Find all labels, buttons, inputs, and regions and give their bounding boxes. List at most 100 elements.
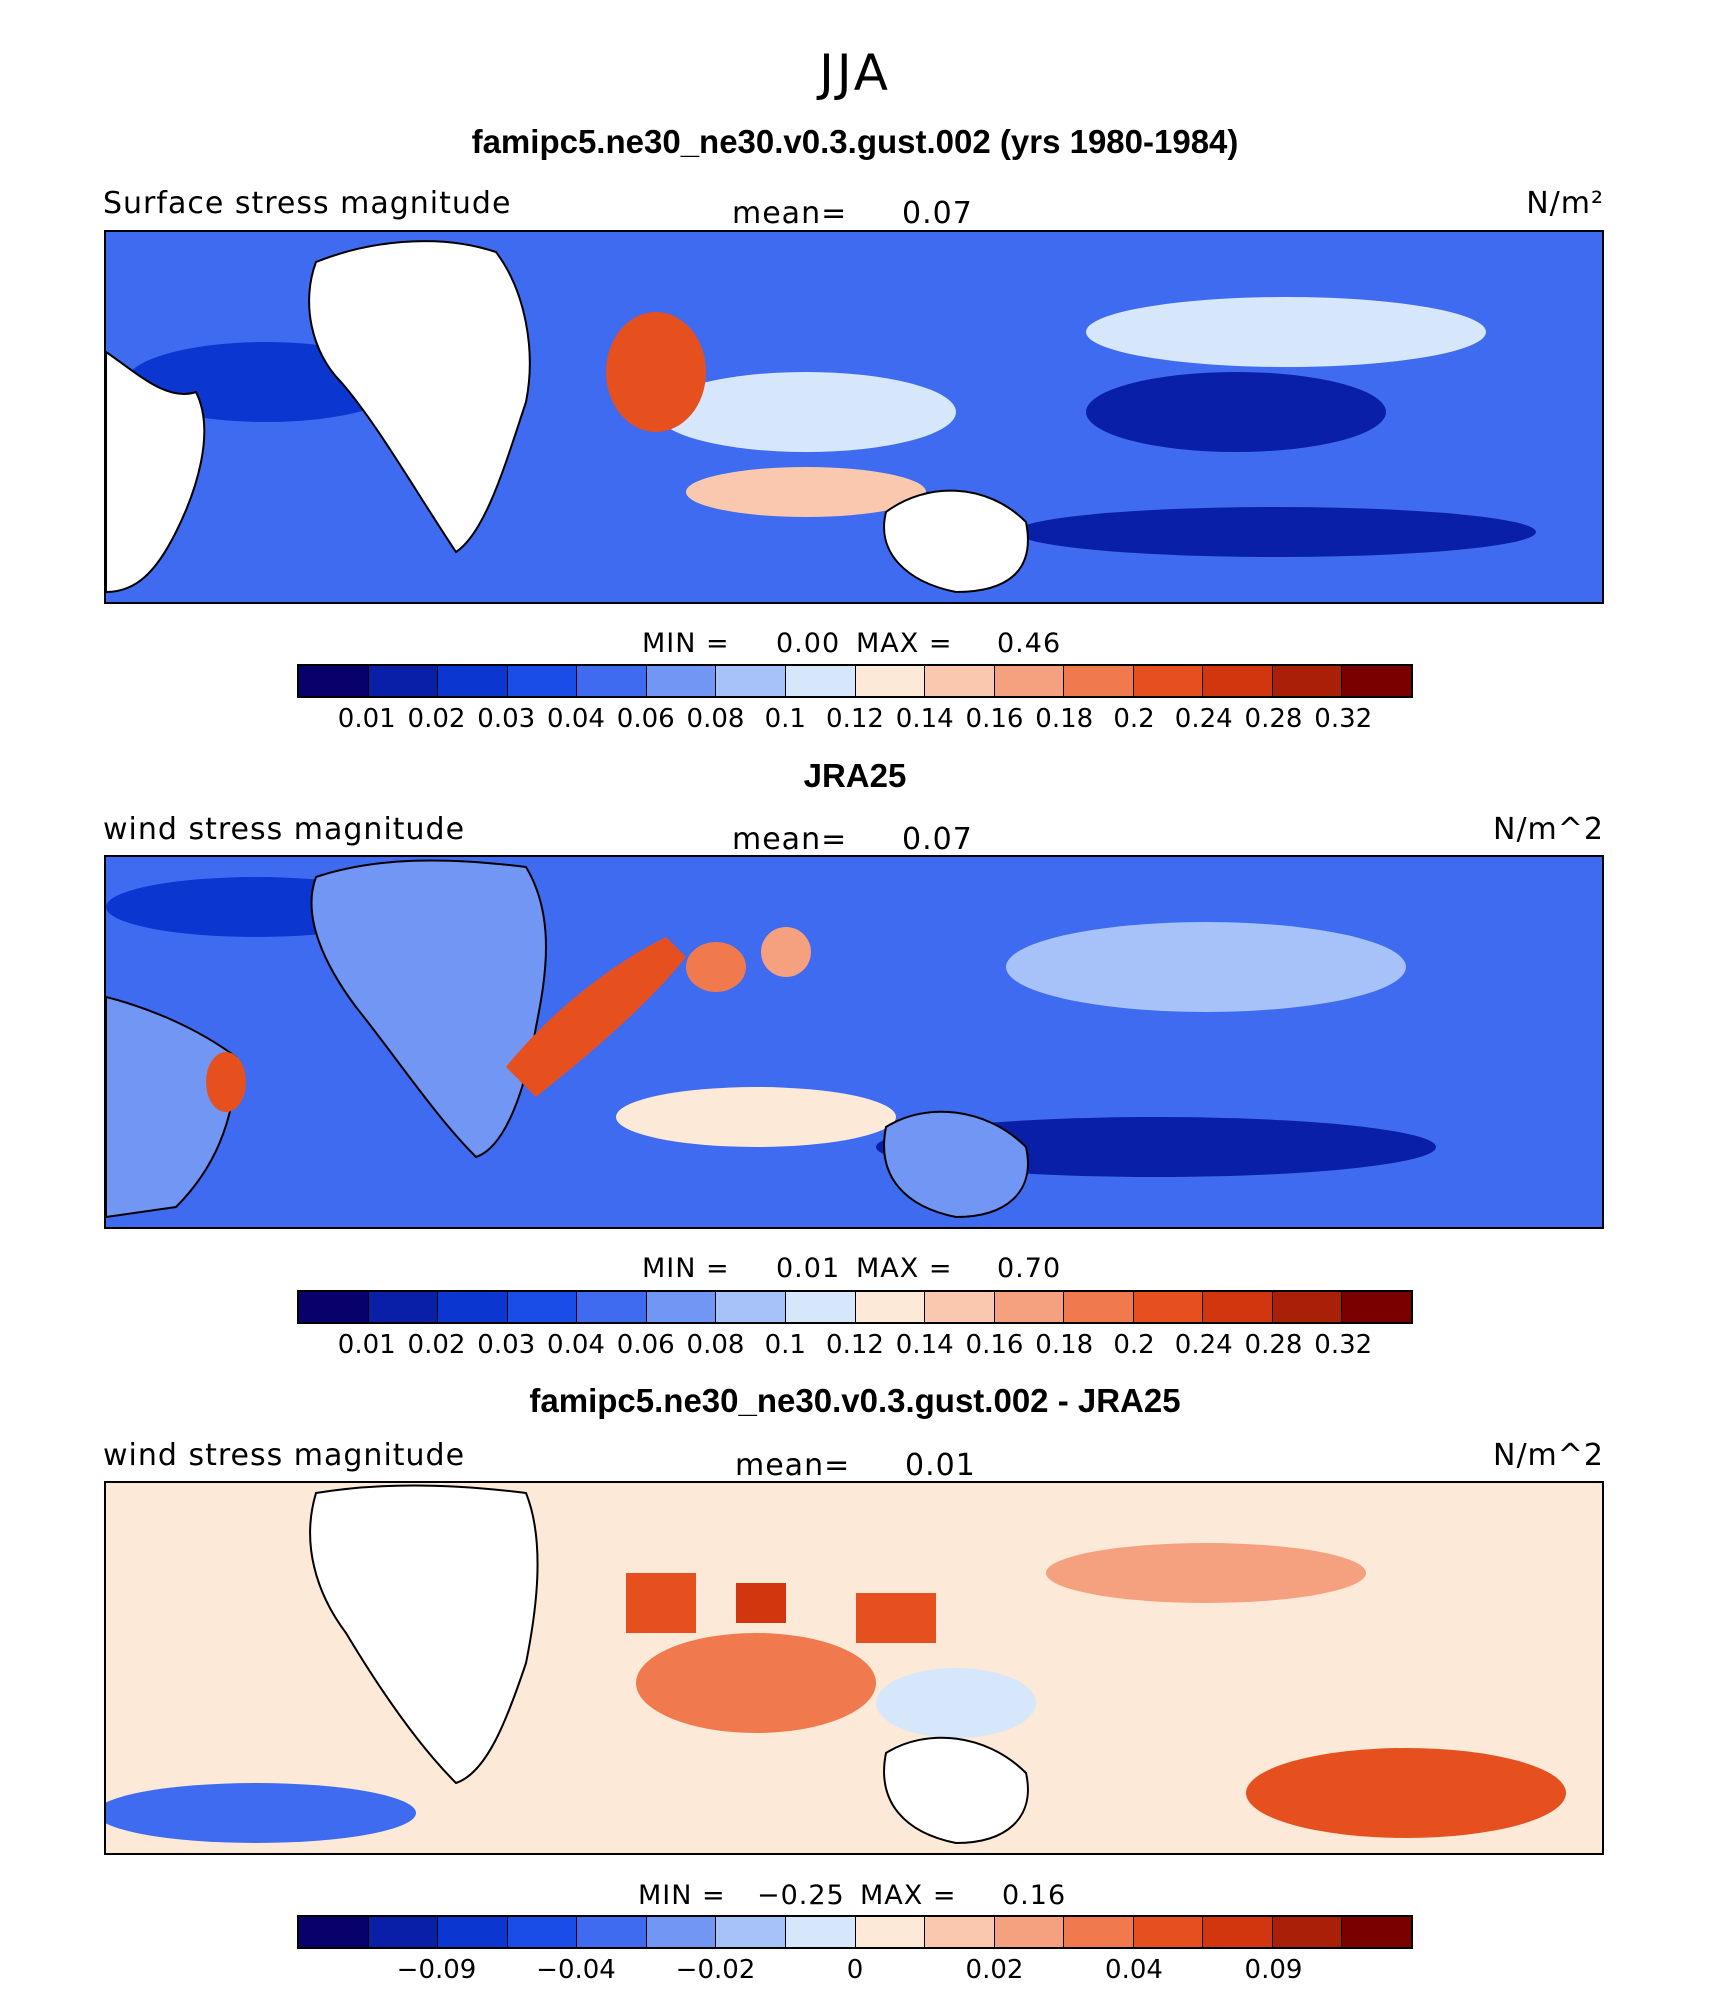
colorbar-tick-label: 0.32 [1314,1330,1373,1360]
colorbar-swatch [507,666,578,696]
panel-1-colorbar-ticks: 0.01 0.02 0.03 0.04 0.06 0.08 0.1 0.12 0.14 0.16 0… [297,704,1413,736]
colorbar-tick-label: 0.1 [764,704,806,734]
australia-land [883,489,1029,594]
colorbar-tick-label: 0 [846,1955,864,1985]
colorbar-swatch [1342,1917,1411,1947]
positive-anomaly [626,1573,696,1633]
stress-maximum [206,1052,246,1112]
colorbar-swatch [368,1292,439,1322]
colorbar-tick-label: 0.01 [337,704,396,734]
colorbar-swatch [1203,1292,1273,1322]
colorbar-swatch [855,1292,926,1322]
colorbar-swatch [1272,1917,1343,1947]
colorbar-tick-label: 0.2 [1113,1330,1155,1360]
australia-land [883,1736,1029,1845]
stress-band [686,467,926,517]
panel-1-map [104,230,1604,604]
colorbar-tick-label: 0.14 [895,704,954,734]
season-title: JJA [819,44,891,102]
panel-2-units: N/m^2 [1493,812,1604,847]
colorbar-swatch [994,1917,1065,1947]
colorbar-tick-label: 0.12 [826,1330,884,1360]
positive-anomaly [1246,1748,1566,1838]
positive-anomaly [1046,1543,1366,1603]
panel-3-mean-value: 0.01 [905,1448,976,1483]
colorbar-tick-label: 0.08 [686,1330,745,1360]
colorbar-tick-label: 0.28 [1244,1330,1303,1360]
colorbar-tick-label: 0.24 [1174,1330,1233,1360]
colorbar-tick-label: 0.14 [895,1330,954,1360]
colorbar-swatch [299,1917,369,1947]
colorbar-swatch [577,1917,647,1947]
colorbar-swatch [438,1917,508,1947]
panel-1-min-value: 0.00 [776,628,841,659]
colorbar-swatch [1064,666,1134,696]
colorbar-tick-label: 0.24 [1174,704,1233,734]
panel-1-title: famipc5.ne30_ne30.v0.3.gust.002 (yrs 198… [471,123,1239,160]
colorbar-swatch [716,1292,786,1322]
colorbar-swatch [577,1292,647,1322]
colorbar-swatch [1064,1292,1134,1322]
colorbar-swatch [1203,1917,1273,1947]
panel-3-title: famipc5.ne30_ne30.v0.3.gust.002 - JRA25 [529,1382,1181,1419]
colorbar-swatch [1133,666,1204,696]
colorbar-swatch [925,1917,995,1947]
panel-1-colorbar [297,664,1413,698]
colorbar-tick-label: 0.02 [407,1330,466,1360]
monsoon-jet [761,927,811,977]
monsoon-jet [606,312,706,432]
colorbar-swatch [1272,1292,1343,1322]
colorbar-tick-label: 0.16 [965,1330,1024,1360]
colorbar-swatch [646,666,717,696]
colorbar-tick-label: 0.1 [764,1330,806,1360]
panel-3-max-value: 0.16 [1002,1880,1067,1911]
panel-1-variable: Surface stress magnitude [103,186,512,221]
panel-2-map [104,855,1604,1229]
panel-2-min-label: MIN = [642,1253,730,1284]
positive-anomaly [636,1633,876,1733]
colorbar-swatch [925,1292,995,1322]
colorbar-swatch [1133,1292,1204,1322]
colorbar-swatch [716,666,786,696]
colorbar-tick-label: −0.04 [536,1955,616,1985]
panel-2-colorbar-ticks: 0.01 0.02 0.03 0.04 0.06 0.08 0.1 0.12 0.14 0.16 0… [297,1330,1413,1362]
colorbar-tick-label: 0.04 [1105,1955,1163,1985]
panel-2-mean-label: mean= [732,822,848,857]
positive-anomaly [856,1593,936,1643]
colorbar-tick-label: 0.02 [965,1955,1024,1985]
colorbar-tick-label: 0.03 [477,704,536,734]
colorbar-swatch [785,1917,856,1947]
panel-3-units: N/m^2 [1493,1438,1604,1473]
panel-3-variable: wind stress magnitude [103,1438,466,1473]
africa-land [310,859,547,1159]
panel-3-max-label: MAX = [860,1880,957,1911]
colorbar-swatch [1203,666,1273,696]
panel-2-colorbar [297,1290,1413,1324]
colorbar-swatch [716,1917,786,1947]
panel-2-max-label: MAX = [856,1253,953,1284]
panel-1-max-value: 0.46 [997,628,1062,659]
panel-3-colorbar-ticks: −0.09 −0.04 −0.02 0 0.02 0.04 0.09 [297,1955,1413,1987]
colorbar-swatch [1133,1917,1204,1947]
panel-3-mean-label: mean= [735,1448,851,1483]
colorbar-swatch [1342,666,1411,696]
colorbar-swatch [994,666,1065,696]
colorbar-swatch [507,1917,578,1947]
colorbar-swatch [438,666,508,696]
panel-1-mean-value: 0.07 [902,196,973,231]
colorbar-swatch [507,1292,578,1322]
colorbar-tick-label: 0.32 [1314,704,1373,734]
colorbar-tick-label: 0.18 [1035,1330,1094,1360]
africa-land [308,240,531,554]
panel-3-map [104,1481,1604,1855]
panel-3-colorbar [297,1915,1413,1949]
colorbar-tick-label: 0.06 [616,704,675,734]
stress-band [656,372,956,452]
colorbar-tick-label: 0.09 [1244,1955,1303,1985]
colorbar-tick-label: −0.09 [396,1955,477,1985]
colorbar-swatch [438,1292,508,1322]
panel-2-map-svg [106,857,1602,1227]
colorbar-swatch [925,666,995,696]
stress-band [1016,507,1536,557]
colorbar-tick-label: 0.16 [965,704,1024,734]
